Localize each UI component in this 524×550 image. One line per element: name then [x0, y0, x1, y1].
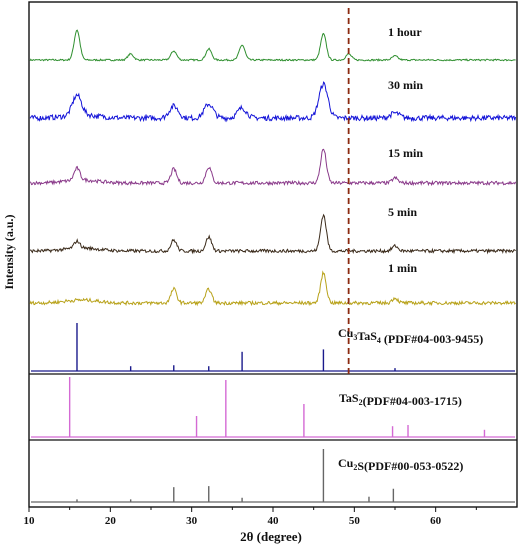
series-line-4	[29, 213, 516, 255]
series-layer	[29, 29, 517, 307]
x-tick-label-20: 20	[105, 515, 117, 527]
x-tick-label-30: 30	[186, 515, 198, 527]
x-tick-label-60: 60	[430, 515, 442, 527]
series-label-3: 15 min	[388, 146, 423, 160]
series-label-2: 30 min	[388, 78, 423, 92]
series-line-2	[29, 81, 517, 123]
series-line-3	[29, 148, 517, 187]
label-layer: 1 hour 30 min 15 min 5 min 1 min Cu3TaS4 (PDF…	[338, 25, 483, 473]
y-axis-label: Intensity (a.u.)	[2, 214, 16, 289]
series-line-5	[29, 270, 516, 307]
x-tick-label-40: 40	[268, 515, 280, 527]
reference-label-2: TaS2(PDF#04-003-1715)	[339, 391, 462, 408]
reference-layer	[31, 323, 515, 503]
x-axis-ticks: 10 20 30 40 50 60	[24, 507, 477, 527]
plot-frame	[28, 1, 518, 508]
series-label-4: 5 min	[388, 205, 417, 219]
reference-label-1: Cu3TaS4 (PDF#04-003-9455)	[338, 326, 483, 346]
series-label-1: 1 hour	[388, 25, 422, 39]
series-label-5: 1 min	[388, 261, 417, 275]
x-tick-label-50: 50	[349, 515, 361, 527]
x-axis-label: 2θ (degree)	[240, 529, 302, 544]
series-line-1	[29, 29, 516, 62]
reference-label-3: Cu2S(PDF#00-053-0522)	[338, 456, 463, 473]
x-tick-label-10: 10	[24, 515, 36, 527]
